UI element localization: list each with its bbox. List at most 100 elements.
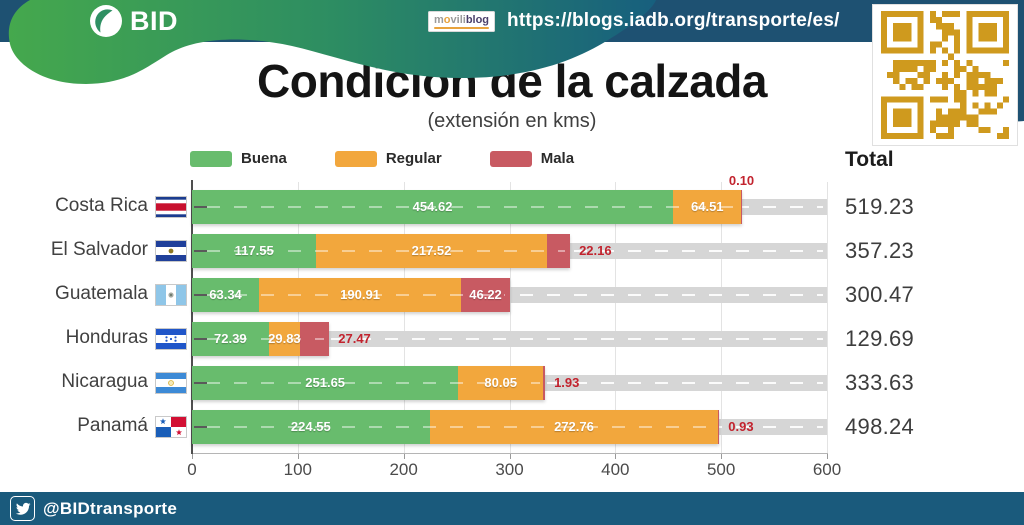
x-tick-label: 100 bbox=[283, 460, 313, 479]
road-dash-line bbox=[196, 338, 823, 340]
country-label: Guatemala bbox=[55, 283, 148, 304]
bar-dash-line bbox=[207, 426, 715, 428]
total-value: 519.23 bbox=[845, 194, 915, 219]
gridline bbox=[509, 182, 511, 453]
bar-start-dash bbox=[194, 250, 207, 252]
country-label: Costa Rica bbox=[55, 195, 148, 216]
value-label-mala: 46.22 bbox=[469, 287, 502, 302]
flag-el-salvador-icon bbox=[155, 240, 187, 262]
flag-nicaragua-icon bbox=[155, 372, 187, 394]
gridline bbox=[403, 182, 405, 453]
bar-segment-regular bbox=[458, 366, 544, 400]
bar-segment-mala bbox=[461, 278, 510, 312]
bar-segment-regular bbox=[673, 190, 742, 224]
value-label-regular: 64.51 bbox=[690, 199, 724, 214]
legend-swatch bbox=[489, 150, 532, 167]
x-tick-label: 200 bbox=[389, 460, 418, 479]
legend-swatch bbox=[334, 150, 377, 167]
blog-url[interactable]: https://blogs.iadb.org/transporte/es/ bbox=[507, 10, 840, 31]
value-label-buena: 251.65 bbox=[305, 375, 346, 390]
bar-row bbox=[192, 278, 510, 312]
y-axis-line bbox=[191, 180, 193, 454]
x-tick-mark bbox=[721, 453, 723, 459]
bar-segment-regular bbox=[268, 322, 301, 356]
gridline bbox=[827, 182, 828, 453]
road-track bbox=[192, 331, 827, 347]
total-value: 129.69 bbox=[845, 326, 915, 351]
bar-row bbox=[192, 234, 571, 268]
bar-row bbox=[192, 190, 742, 224]
x-axis-line bbox=[192, 453, 828, 454]
value-label-regular: 190.91 bbox=[340, 287, 380, 302]
badge-text-o: o bbox=[443, 13, 451, 26]
twitter-icon[interactable] bbox=[10, 496, 35, 521]
bar-segment-mala bbox=[543, 366, 546, 400]
total-value: 498.24 bbox=[845, 414, 915, 439]
bar-dash-line bbox=[207, 206, 737, 208]
total-column-header: Total bbox=[845, 148, 894, 171]
moviliblog-badge[interactable]: moviliblog bbox=[428, 10, 496, 32]
badge-tagline bbox=[434, 26, 490, 29]
bar-start-dash bbox=[194, 426, 207, 428]
legend-item: Mala bbox=[489, 150, 575, 167]
bar-row bbox=[192, 322, 330, 356]
x-tick-label: 0 bbox=[187, 460, 197, 479]
value-label-mala: 0.10 bbox=[728, 173, 755, 188]
x-tick-label: 600 bbox=[812, 460, 842, 479]
gridline bbox=[721, 182, 723, 453]
bar-segment-buena bbox=[192, 234, 317, 268]
bar-segment-mala bbox=[300, 322, 330, 356]
bar-start-dash bbox=[194, 338, 207, 340]
x-tick-mark bbox=[509, 453, 511, 459]
badge-text-blog: blog bbox=[465, 13, 490, 26]
bar-dash-line bbox=[207, 294, 505, 296]
legend-swatch bbox=[190, 150, 232, 167]
value-label-mala: 27.47 bbox=[338, 331, 371, 346]
bar-row bbox=[192, 410, 720, 444]
badge-text-vili: vili bbox=[450, 13, 466, 26]
bar-start-dash bbox=[194, 206, 207, 208]
value-label-regular: 80.05 bbox=[484, 375, 517, 390]
gridline bbox=[297, 182, 299, 453]
value-label-mala: 1.93 bbox=[554, 375, 580, 390]
legend-item: Regular bbox=[334, 150, 442, 167]
flag-panama-icon bbox=[155, 416, 187, 438]
value-label-mala: 22.16 bbox=[579, 243, 612, 258]
x-tick-label: 500 bbox=[706, 460, 736, 479]
value-label-regular: 29.83 bbox=[268, 331, 301, 346]
total-value: 357.23 bbox=[845, 238, 915, 263]
bar-segment-regular bbox=[316, 234, 547, 268]
value-label-buena: 454.62 bbox=[412, 199, 453, 214]
bid-logo: BID bbox=[88, 3, 178, 39]
value-label-buena: 117.55 bbox=[234, 243, 274, 258]
bid-leaf-icon bbox=[90, 5, 122, 37]
flag-costa-rica-icon bbox=[155, 196, 187, 218]
country-label: El Salvador bbox=[50, 239, 148, 260]
qr-code bbox=[872, 4, 1018, 146]
x-tick-mark bbox=[297, 453, 299, 459]
flag-guatemala-icon bbox=[155, 284, 187, 306]
chart-legend: Buena Regular Mala bbox=[190, 150, 574, 167]
bar-segment-buena bbox=[192, 366, 459, 400]
legend-label: Mala bbox=[540, 150, 575, 167]
legend-item: Buena bbox=[190, 150, 287, 167]
bar-start-dash bbox=[194, 382, 207, 384]
value-label-mala: 0.93 bbox=[728, 419, 754, 434]
footer-bar: @BIDtransporte bbox=[0, 492, 1024, 525]
x-tick-mark bbox=[615, 453, 617, 459]
bar-dash-line bbox=[207, 338, 325, 340]
x-tick-label: 300 bbox=[495, 460, 524, 479]
bar-segment-buena bbox=[192, 190, 674, 224]
value-label-buena: 72.39 bbox=[214, 331, 247, 346]
country-label: Nicaragua bbox=[61, 371, 148, 392]
value-label-buena: 63.34 bbox=[209, 287, 242, 302]
country-label: Panamá bbox=[77, 415, 148, 436]
total-value: 333.63 bbox=[845, 370, 915, 395]
gridline bbox=[615, 182, 617, 453]
badge-text: m bbox=[434, 13, 444, 26]
country-label: Honduras bbox=[65, 327, 148, 348]
value-label-regular: 272.76 bbox=[554, 419, 594, 434]
twitter-handle[interactable]: @BIDtransporte bbox=[43, 498, 178, 518]
